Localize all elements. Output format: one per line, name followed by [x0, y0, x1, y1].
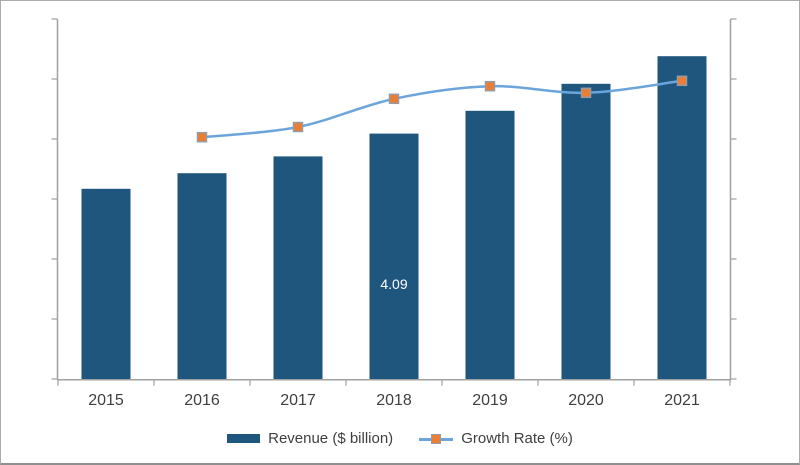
bar-2019 — [465, 110, 515, 380]
x-label-2017: 2017 — [280, 392, 316, 409]
growth-rate-marker-icon — [431, 433, 442, 444]
x-label-2018: 2018 — [376, 392, 412, 409]
line-marker-2016 — [196, 131, 208, 143]
growth-rate-line — [201, 79, 683, 139]
data-label-2018: 4.09 — [380, 276, 407, 292]
revenue-bar-swatch-icon — [227, 434, 261, 443]
growth-rate-line-swatch-icon — [419, 433, 454, 445]
legend-item-revenue: Revenue ($ billion) — [227, 430, 393, 447]
bar-2016 — [177, 173, 227, 379]
bar-2020 — [561, 83, 611, 380]
bar-2015 — [81, 188, 131, 379]
line-marker-2020 — [580, 87, 592, 99]
x-label-2020: 2020 — [568, 392, 604, 409]
legend-label-growth-rate: Growth Rate (%) — [461, 430, 573, 447]
legend-label-revenue: Revenue ($ billion) — [268, 430, 394, 447]
bar-2021 — [657, 56, 707, 379]
x-label-2015: 2015 — [88, 392, 124, 409]
x-label-2021: 2021 — [664, 392, 700, 409]
chart-legend: Revenue ($ billion) Growth Rate (%) — [1, 430, 799, 447]
line-marker-2021 — [676, 75, 688, 87]
x-label-2016: 2016 — [184, 392, 220, 409]
legend-item-growth-rate: Growth Rate (%) — [419, 430, 573, 447]
line-marker-2019 — [484, 80, 496, 92]
bar-2017 — [273, 156, 323, 379]
line-marker-2017 — [292, 121, 304, 133]
bar-2018 — [369, 133, 419, 379]
x-label-2019: 2019 — [472, 392, 508, 409]
line-marker-2018 — [388, 93, 400, 105]
